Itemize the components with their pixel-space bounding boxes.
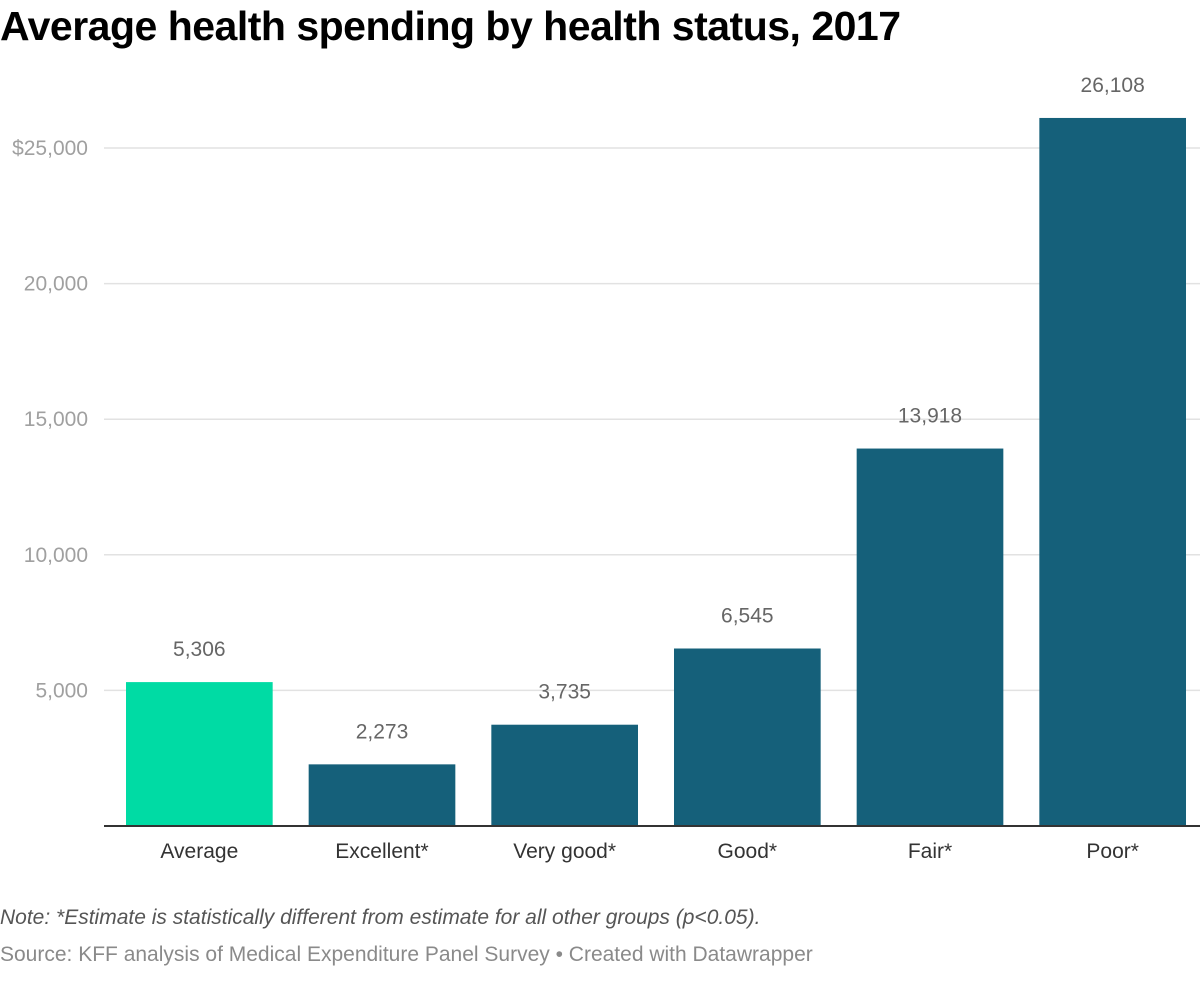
value-label-excellent: 2,273	[356, 720, 409, 743]
category-label-excellent: Excellent*	[335, 840, 428, 863]
chart-title: Average health spending by health status…	[0, 3, 901, 49]
value-label-poor: 26,108	[1081, 74, 1145, 97]
category-label-poor: Poor*	[1086, 840, 1139, 863]
value-label-very-good: 3,735	[538, 681, 591, 704]
bar-average	[126, 682, 273, 826]
value-labels: 5,306 2,273 3,735 6,545 13,918 26,108	[173, 74, 1145, 743]
value-label-average: 5,306	[173, 638, 226, 661]
bar-good	[674, 648, 821, 826]
category-label-fair: Fair*	[908, 840, 952, 863]
gridlines	[104, 147, 1200, 692]
bar-chart: 5,000 10,000 15,000 20,000 $25,000 5,306 2,27…	[12, 74, 1200, 863]
chart-note: Note: *Estimate is statistically differe…	[0, 906, 761, 929]
y-axis-tick-labels: 5,000 10,000 15,000 20,000 $25,000	[12, 137, 88, 702]
value-label-good: 6,545	[721, 604, 774, 627]
bar-fair	[856, 448, 1004, 826]
category-labels: Average Excellent* Very good* Good* Fair* Poo…	[160, 840, 1139, 863]
y-tick-label-25000: $25,000	[12, 137, 88, 160]
y-tick-label-15000: 15,000	[24, 408, 88, 431]
category-label-very-good: Very good*	[513, 840, 616, 863]
bar-poor	[1039, 117, 1186, 826]
bar-very-good	[491, 724, 638, 826]
y-tick-label-10000: 10,000	[24, 544, 88, 567]
y-tick-label-5000: 5,000	[35, 679, 88, 702]
category-label-good: Good*	[718, 840, 778, 863]
y-tick-label-20000: 20,000	[24, 273, 88, 296]
bars	[126, 117, 1186, 826]
category-label-average: Average	[160, 840, 238, 863]
bar-excellent	[308, 764, 456, 826]
value-label-fair: 13,918	[898, 405, 962, 428]
chart-source: Source: KFF analysis of Medical Expendit…	[0, 943, 813, 966]
